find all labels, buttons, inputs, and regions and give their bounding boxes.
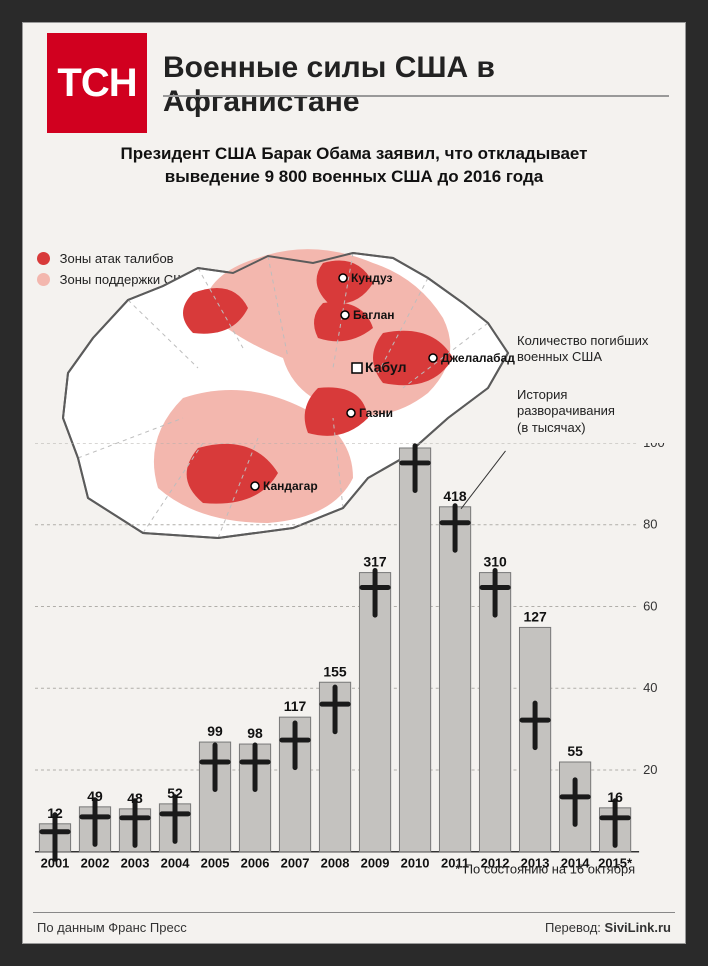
- svg-text:80: 80: [643, 517, 657, 532]
- svg-text:100: 100: [643, 443, 665, 450]
- svg-text:2004: 2004: [161, 856, 191, 871]
- svg-text:127: 127: [523, 608, 547, 624]
- svg-text:2005: 2005: [201, 856, 230, 871]
- svg-text:418: 418: [443, 488, 467, 504]
- svg-text:16: 16: [607, 789, 623, 805]
- svg-text:* По состоянию на 16 октября: * По состоянию на 16 октября: [455, 862, 635, 876]
- svg-text:2008: 2008: [321, 856, 350, 871]
- svg-text:Джелалабад: Джелалабад: [441, 351, 515, 365]
- svg-text:2007: 2007: [281, 856, 310, 871]
- svg-text:98: 98: [247, 725, 263, 741]
- source-credit: По данным Франс Пресс: [37, 920, 187, 935]
- svg-text:12: 12: [47, 805, 63, 821]
- svg-text:49: 49: [87, 788, 103, 804]
- svg-text:155: 155: [323, 663, 347, 679]
- svg-text:Кундуз: Кундуз: [351, 271, 393, 285]
- svg-text:52: 52: [167, 785, 183, 801]
- credit-site: SiviLink.ru: [605, 920, 671, 935]
- svg-text:99: 99: [207, 723, 223, 739]
- svg-text:2010: 2010: [401, 856, 430, 871]
- svg-text:310: 310: [483, 554, 507, 570]
- logo-badge: ТСН: [47, 33, 147, 133]
- svg-text:317: 317: [363, 554, 387, 570]
- headline-rule: [163, 95, 669, 97]
- logo-text: ТСН: [57, 61, 136, 106]
- credit-prefix: Перевод:: [545, 920, 605, 935]
- svg-text:20: 20: [643, 762, 657, 777]
- subtitle-line2: выведение 9 800 военных США до 2016 года: [165, 167, 543, 186]
- translation-credit: Перевод: SiviLink.ru: [545, 920, 671, 935]
- svg-text:2003: 2003: [121, 856, 150, 871]
- svg-text:40: 40: [643, 680, 657, 695]
- svg-text:2009: 2009: [361, 856, 390, 871]
- headline: Военные силы США в Афганистане: [163, 51, 669, 119]
- annotation-deploy-l2: (в тысячах): [517, 420, 586, 435]
- svg-text:2006: 2006: [241, 856, 270, 871]
- svg-text:2002: 2002: [81, 856, 110, 871]
- annotation-deploy-l1: История разворачивания: [517, 387, 615, 418]
- svg-text:117: 117: [284, 698, 307, 714]
- svg-text:Баглан: Баглан: [353, 308, 395, 322]
- annotation-deaths: Количество погибших военных США: [517, 333, 667, 366]
- svg-text:Газни: Газни: [359, 406, 393, 420]
- deaths-deployment-chart: 20 40 60 80 100 12 2001 49 2002 48 2003 52 2004 99 200…: [33, 443, 675, 876]
- svg-text:60: 60: [643, 598, 657, 613]
- svg-text:55: 55: [567, 743, 583, 759]
- svg-text:Кабул: Кабул: [365, 359, 406, 375]
- annotation-deploy: История разворачивания (в тысячах): [517, 387, 667, 436]
- svg-text:48: 48: [127, 790, 143, 806]
- subtitle: Президент США Барак Обама заявил, что от…: [83, 143, 625, 189]
- infographic-sheet: ТСН Военные силы США в Афганистане Прези…: [22, 22, 686, 944]
- svg-text:499: 499: [403, 443, 427, 445]
- subtitle-line1: Президент США Барак Обама заявил, что от…: [121, 144, 588, 163]
- footer-rule: [33, 912, 675, 913]
- svg-text:2001: 2001: [41, 856, 70, 871]
